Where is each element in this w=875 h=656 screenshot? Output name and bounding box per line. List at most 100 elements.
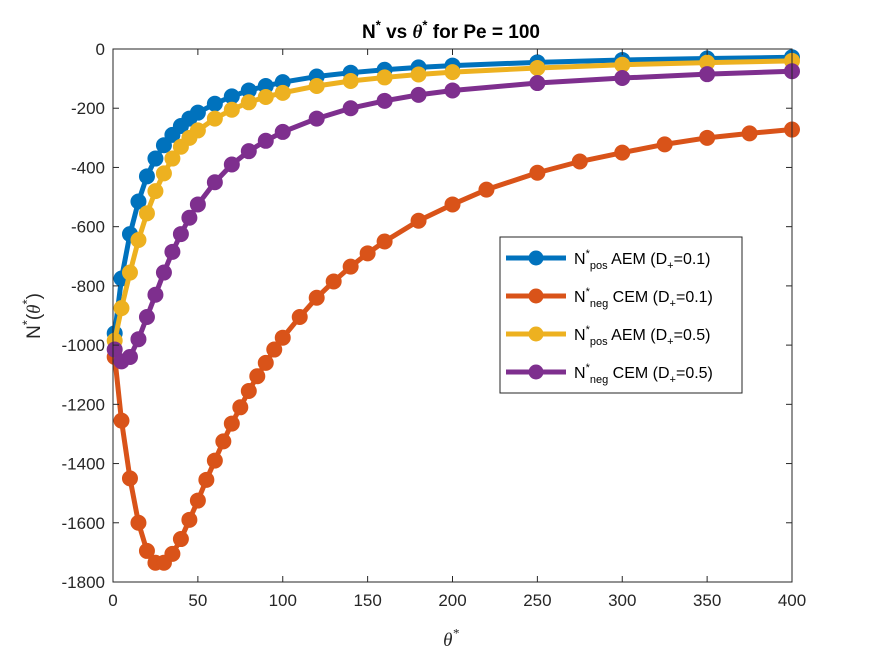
data-point bbox=[172, 226, 189, 243]
y-tick-label: -600 bbox=[71, 218, 105, 237]
data-point bbox=[155, 165, 172, 182]
data-point bbox=[478, 181, 495, 198]
data-point bbox=[342, 258, 359, 275]
data-point bbox=[342, 72, 359, 89]
data-point bbox=[215, 433, 232, 450]
legend-marker bbox=[528, 250, 544, 266]
data-point bbox=[376, 92, 393, 109]
plot-layer bbox=[106, 49, 800, 571]
data-point bbox=[121, 264, 138, 281]
legend-label: N*pos AEM (D+=0.5) bbox=[574, 324, 711, 348]
data-point bbox=[614, 70, 631, 87]
legend-item: N*pos AEM (D+=0.1) bbox=[506, 248, 711, 272]
x-tick-label: 300 bbox=[608, 591, 636, 610]
y-axis-label: N*(θ*) bbox=[19, 293, 45, 339]
data-point bbox=[308, 78, 325, 95]
data-point bbox=[138, 168, 155, 185]
legend-marker bbox=[528, 364, 544, 380]
data-point bbox=[164, 545, 181, 562]
data-point bbox=[130, 514, 147, 531]
legend-label: N*neg CEM (D+=0.1) bbox=[574, 286, 713, 310]
data-point bbox=[223, 101, 240, 118]
legend: N*pos AEM (D+=0.1) N*neg CEM (D+=0.1) N*po… bbox=[499, 236, 743, 394]
data-point bbox=[240, 94, 257, 111]
data-point bbox=[155, 137, 172, 154]
data-point bbox=[571, 153, 588, 170]
data-point bbox=[529, 75, 546, 92]
data-point bbox=[410, 212, 427, 229]
data-point bbox=[147, 150, 164, 167]
y-tick-label: -1800 bbox=[62, 573, 105, 592]
data-point bbox=[308, 289, 325, 306]
data-point bbox=[206, 110, 223, 127]
x-tick-label: 0 bbox=[108, 591, 117, 610]
data-point bbox=[257, 354, 274, 371]
data-point bbox=[359, 245, 376, 262]
y-tick-label: -400 bbox=[71, 158, 105, 177]
data-point bbox=[444, 64, 461, 81]
data-point bbox=[172, 531, 189, 548]
data-point bbox=[130, 331, 147, 348]
data-point bbox=[189, 122, 206, 139]
data-point bbox=[699, 66, 716, 83]
data-point bbox=[223, 156, 240, 173]
data-point bbox=[444, 196, 461, 213]
data-point bbox=[325, 273, 342, 290]
x-tick-label: 200 bbox=[438, 591, 466, 610]
x-tick-label: 250 bbox=[523, 591, 551, 610]
legend-item: N*neg CEM (D+=0.1) bbox=[506, 286, 713, 310]
axes-layer: 0 50 100 150 200 250 300 350 400 0 -200 -400 -600 -80… bbox=[62, 40, 807, 610]
data-point bbox=[274, 329, 291, 346]
data-point bbox=[376, 233, 393, 250]
series-3 bbox=[106, 52, 800, 349]
data-point bbox=[529, 164, 546, 181]
data-point bbox=[130, 231, 147, 248]
data-point bbox=[147, 183, 164, 200]
data-point bbox=[240, 383, 257, 400]
x-tick-label: 350 bbox=[693, 591, 721, 610]
data-point bbox=[240, 143, 257, 160]
series-2 bbox=[106, 121, 800, 571]
legend-marker bbox=[528, 288, 544, 304]
data-point bbox=[699, 129, 716, 146]
data-point bbox=[410, 66, 427, 83]
data-point bbox=[291, 308, 308, 325]
data-point bbox=[138, 542, 155, 559]
legend-item: N*pos AEM (D+=0.5) bbox=[506, 324, 711, 348]
data-point bbox=[529, 59, 546, 76]
data-point bbox=[189, 492, 206, 509]
data-point bbox=[266, 341, 283, 358]
legend-label: N*pos AEM (D+=0.1) bbox=[574, 248, 711, 272]
data-point bbox=[223, 415, 240, 432]
data-point bbox=[181, 209, 198, 226]
x-tick-label: 50 bbox=[188, 591, 207, 610]
data-point bbox=[121, 348, 138, 365]
data-point bbox=[155, 264, 172, 281]
data-point bbox=[147, 286, 164, 303]
data-point bbox=[138, 205, 155, 222]
chart-title: N* vs θ* for Pe = 100 bbox=[362, 17, 540, 43]
data-point bbox=[376, 69, 393, 86]
data-point bbox=[223, 88, 240, 105]
x-tick-label: 400 bbox=[778, 591, 806, 610]
legend-item: N*neg CEM (D+=0.5) bbox=[506, 362, 713, 386]
data-point bbox=[206, 174, 223, 191]
data-point bbox=[257, 88, 274, 105]
data-point bbox=[410, 86, 427, 103]
data-point bbox=[308, 110, 325, 127]
data-point bbox=[121, 470, 138, 487]
data-point bbox=[164, 243, 181, 260]
series-4 bbox=[106, 63, 800, 370]
data-point bbox=[206, 95, 223, 112]
y-tick-label: -1600 bbox=[62, 514, 105, 533]
data-point bbox=[656, 136, 673, 153]
legend-label: N*neg CEM (D+=0.5) bbox=[574, 362, 713, 386]
x-axis-label: θ* bbox=[443, 625, 459, 651]
y-tick-label: 0 bbox=[96, 40, 105, 59]
data-point bbox=[342, 100, 359, 117]
data-point bbox=[189, 196, 206, 213]
legend-marker bbox=[528, 326, 544, 342]
